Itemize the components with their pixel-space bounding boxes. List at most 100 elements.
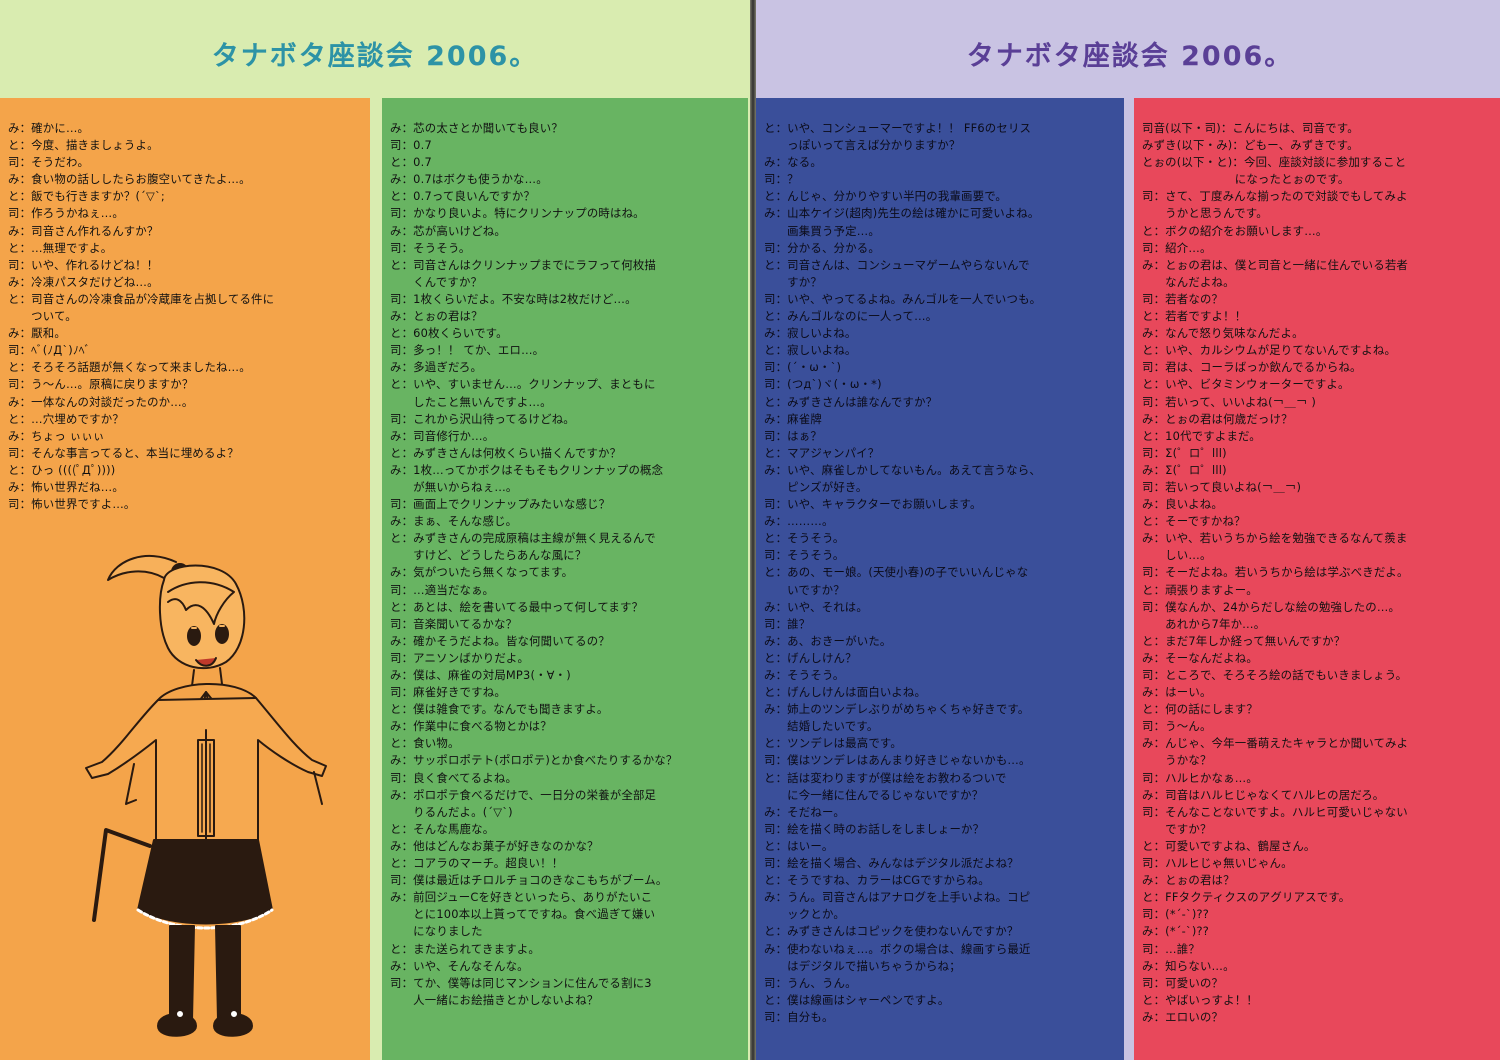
dialogue-line: み：冷凍パスタだけどね…。: [8, 274, 159, 289]
dialogue-line: 司：ﾍﾞ(ﾉД`)ﾉﾍﾞ: [8, 343, 91, 358]
dialogue-line: と：そろそろ話題が無くなって来ましたね…。: [8, 360, 251, 375]
dialogue-line: み：芯が高いけどね。: [390, 223, 506, 238]
dialogue-line: 司：僕なんか、24からだしな絵の勉強したの…。: [1142, 599, 1401, 614]
dialogue-line: み：他はどんなお菓子が好きなのかな？: [390, 838, 599, 853]
dialogue-line: 司：さて、丁度みんな揃ったので対談でもしてみよ: [1142, 189, 1408, 204]
dialogue-line: に今一緒に住んでるじゃないですか？: [764, 787, 984, 802]
dialogue-line: み：とぉの君は、僕と司音と一緒に住んでいる若者: [1142, 257, 1409, 272]
character-illustration: [85, 554, 327, 1037]
dialogue-line: み：芯の太さとか聞いても良い？: [390, 121, 563, 135]
dialogue-line: りるんだよ。(´▽`): [390, 804, 513, 819]
dialogue-line: み：そーなんだよね。: [1142, 650, 1258, 665]
dialogue-line: み：………。: [764, 514, 834, 529]
dialogue-line: うかと思うんです。: [1142, 206, 1268, 221]
dialogue-line: 司：若いって良いよね(￢＿￢): [1142, 479, 1302, 494]
dialogue-line: したこと無いんですよ…。: [390, 394, 552, 409]
dialogue-line: み：作業中に食べる物とかは？: [390, 719, 552, 734]
dialogue-line: み：ちょっ ぃぃぃ: [8, 428, 105, 443]
dialogue-line: み：一体なんの対談だったのか…。: [8, 394, 194, 409]
dialogue-line: み：僕は、麻雀の対局MP3(・∀・): [390, 668, 571, 682]
dialogue-line: み：そだねー。: [764, 804, 846, 819]
dialogue-line: み：なんで怒り気味なんだよ。: [1142, 326, 1304, 341]
dialogue-line: と：0.7って良いんですか？: [390, 189, 536, 204]
dialogue-line: と：みずきさんは誰なんですか？: [764, 394, 938, 409]
dialogue-line: 司：若者なの？: [1142, 291, 1224, 306]
dialogue-line: ついて。: [8, 309, 77, 324]
dialogue-line: み：とぉの君は？: [390, 309, 483, 324]
dialogue-line: になったとぉのです。: [1142, 172, 1350, 187]
dialogue-line: 司：いや、やってるよね。みんゴルを一人でいつも。: [764, 291, 1042, 306]
dialogue-line: 司：そうそう。: [390, 240, 471, 255]
dialogue-line: 司：かなり良いよ。特にクリンナップの時はね。: [390, 206, 645, 221]
dialogue-line: 結婚したいです。: [764, 719, 879, 734]
dialogue-line: と：僕は雑食です。なんでも聞きますよ。: [390, 702, 609, 717]
dialogue-line: み：なる。: [764, 155, 822, 170]
dialogue-line: と：ツンデレは最高です。: [764, 736, 902, 751]
dialogue-line: み：Σ(゜ロ゜lll): [1142, 462, 1227, 477]
dialogue-line: 司：…適当だなぁ。: [390, 582, 495, 597]
dialogue-line: しい…。: [1142, 548, 1212, 563]
dialogue-line: 司：(つд`)ヾ(・ω・*): [764, 377, 882, 392]
dialogue-line: 司：う～ん…。原稿に戻りますか？: [8, 377, 194, 392]
dialogue-line: み：麻雀牌: [764, 411, 822, 426]
dialogue-line: と：飯でも行きますか？(´▽`;: [8, 189, 165, 204]
dialogue-line: と：まだ7年しか経って無いんですか？: [1142, 633, 1346, 648]
dialogue-line: み：使わないねぇ…。ボクの場合は、線画すら最近: [764, 941, 1031, 956]
dialogue-line: 司：…誰？: [1142, 941, 1200, 956]
dialogue-line: と：いや、コンシューマーですよ！！ FF6のセリス: [764, 121, 1032, 135]
dialogue-line: いですか？: [764, 582, 845, 597]
dialogue-line: み：とぉの君は？: [1142, 873, 1235, 888]
dialogue-line: み：司音さん作れるんすか？: [8, 223, 159, 238]
dialogue-line: み：いや、それは。: [764, 599, 868, 614]
dialogue-line: 司：う～ん。: [1142, 719, 1212, 734]
dialogue-line: 司：画面上でクリンナップみたいな感じ？: [390, 497, 611, 512]
dialogue-line: み：怖い世界だね…。: [8, 479, 124, 494]
dialogue-line: と：司音さんは、コンシューマゲームやらないんで: [764, 257, 1030, 272]
dialogue-line: 司：うん、うん。: [764, 975, 857, 990]
dialogue-line: み：エロいの？: [1142, 1009, 1224, 1024]
page-gutter: [750, 0, 756, 1060]
dialogue-line: み：寂しいよね。: [764, 326, 857, 341]
dialogue-line: み：うん。司音さんはアナログを上手いよね。コピ: [764, 890, 1031, 905]
dialogue-column-green: み：芯の太さとか聞いても良い？ 司：0.7 と：0.7 み：0.7はボクも使うかな…。…: [382, 98, 748, 1060]
dialogue-line: と：マアジャンパイ？: [764, 445, 880, 460]
dialogue-line: と：寂しいよね。: [764, 343, 857, 358]
page-title-left: タナボタ座談会 2006。: [211, 41, 539, 72]
dialogue-line: 司：若いって、いいよね(￢＿￢ ): [1142, 394, 1317, 409]
dialogue-line: 司：君は、コーラばっか飲んでるからね。: [1142, 360, 1362, 375]
dialogue-line: み：んじゃ、今年一番萌えたキャラとか聞いてみよ: [1142, 736, 1409, 751]
dialogue-line: が無いからねぇ…。: [390, 479, 518, 494]
dialogue-line: と：そうですね、カラーはCGですからね。: [764, 873, 990, 888]
dialogue-line: と：あとは、絵を書いてる最中って何してます？: [390, 599, 644, 614]
dialogue-line: み：前回ジューCを好きといったら、ありがたいこ: [390, 890, 653, 905]
dialogue-line: み：食い物の話ししたらお腹空いてきたよ…。: [8, 172, 251, 187]
dialogue-line: み：いや、若いうちから絵を勉強できるなんて羨ま: [1142, 531, 1408, 546]
dialogue-line: と：今度、描きましょうよ。: [8, 138, 159, 153]
dialogue-line: み：司音修行か…。: [390, 428, 495, 443]
dialogue-line: と：頑張りますよー。: [1142, 582, 1258, 597]
dialogue-line: と：いや、カルシウムが足りてないんですよね。: [1142, 343, 1397, 358]
dialogue-line: 司：(*´-`)??: [1142, 907, 1209, 922]
dialogue-line: み：そうそう。: [764, 668, 845, 682]
dialogue-line: と：あの、モー娘。(天使小春)の子でいいんじゃな: [764, 565, 1029, 580]
dialogue-line: すか？: [764, 274, 822, 289]
dialogue-line: 司：いや、作れるけどね！！: [8, 257, 159, 272]
dialogue-line: と：みずきさんはコピックを使わないんですか？: [764, 924, 1019, 939]
dialogue-line: うかな？: [1142, 753, 1212, 768]
page-title-right: タナボタ座談会 2006。: [966, 41, 1294, 72]
dialogue-line: 画集買う予定…。: [764, 223, 880, 238]
dialogue-line: っぽいって言えば分かりますか？: [764, 138, 961, 153]
dialogue-line: なんだよね。: [1142, 274, 1235, 289]
dialogue-line: とぉの(以下・と)：今回、座談対談に参加すること: [1142, 155, 1407, 170]
dialogue-line: 司：ハルヒじゃ無いじゃん。: [1142, 856, 1293, 871]
dialogue-line: と：ボクの紹介をお願いします…。: [1142, 223, 1328, 238]
dialogue-line: と：食い物。: [390, 736, 460, 751]
dialogue-line: 司：絵を描く場合、みんなはデジタル派だよね？: [764, 856, 1019, 871]
dialogue-line: すけど、どうしたらあんな風に？: [390, 548, 587, 563]
dialogue-line: み：姉上のツンデレぶりがめちゃくちゃ好きです。: [764, 702, 1030, 717]
dialogue-line: み：山本ケイジ(超肉)先生の絵は確かに可愛いよね。: [764, 206, 1040, 221]
dialogue-line: ックとか。: [764, 907, 845, 922]
dialogue-line: と：話は変わりますが僕は絵をお教わるついで: [764, 770, 1007, 785]
dialogue-line: みずき(以下・み)：どもー、みずきです。: [1142, 138, 1359, 153]
dialogue-line: 司：僕はツンデレはあんまり好きじゃないかも…。: [764, 753, 1031, 768]
